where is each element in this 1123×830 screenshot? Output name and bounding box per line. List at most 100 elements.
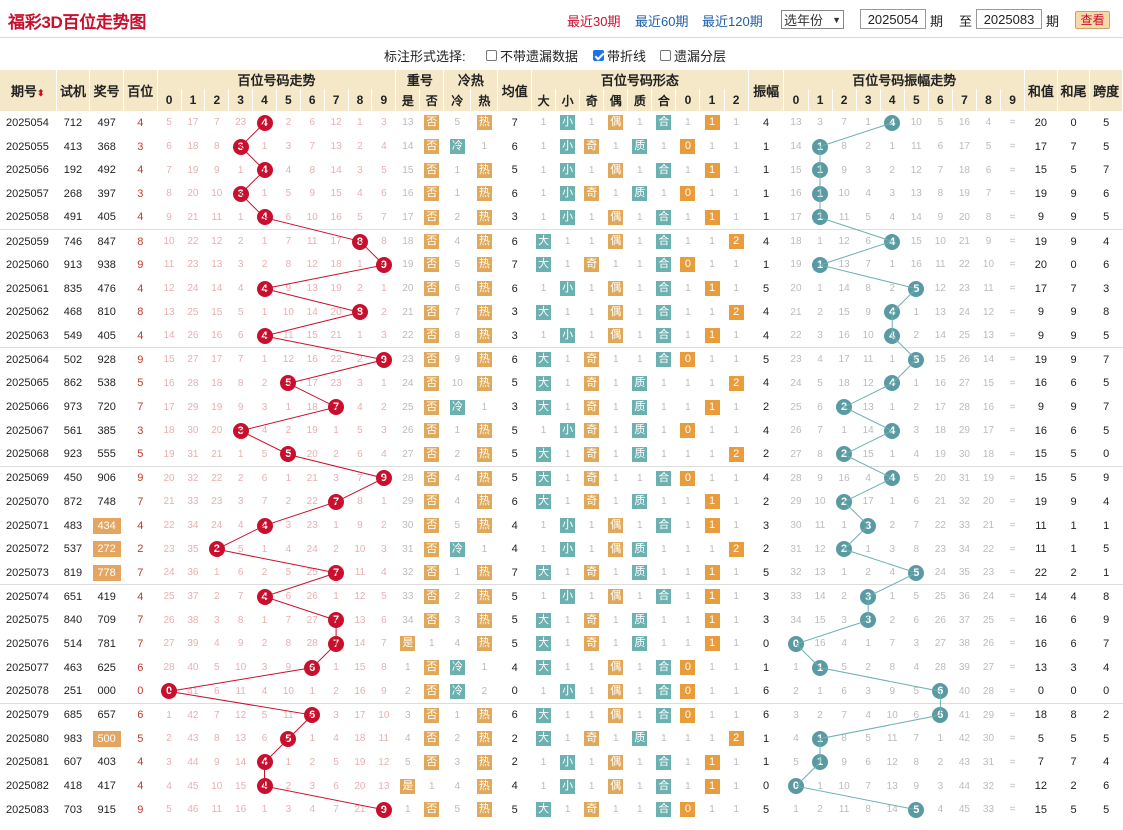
- trend-hit-cell: 7: [324, 561, 348, 585]
- nav-last-120[interactable]: 最近120期: [702, 14, 763, 29]
- bai-cell: 6: [137, 661, 144, 674]
- col-junzhi: 均值: [497, 70, 533, 111]
- hewei-cell: 5: [1070, 164, 1077, 177]
- year-select[interactable]: 选年份 ▼: [781, 10, 844, 29]
- ji-cell: 奇: [579, 347, 604, 372]
- hezhi-cell: 15: [1034, 803, 1048, 816]
- trend-miss-cell: 9: [166, 211, 172, 223]
- ou-cell-tag: 偶: [608, 707, 624, 723]
- re-cell-tag: 热: [476, 707, 492, 723]
- zf-miss-cell: =: [1009, 448, 1016, 460]
- zhi-cell: 1: [627, 702, 652, 727]
- zf-miss-cell: 1: [808, 228, 833, 254]
- col-issue[interactable]: 期号⬍: [0, 70, 57, 111]
- trend-ball: 0: [161, 683, 178, 700]
- checkbox-icon[interactable]: [660, 50, 671, 61]
- header-leng: 冷: [443, 89, 472, 111]
- he-cell-tag: 合: [656, 209, 672, 225]
- trend-hit-cell: 4: [253, 206, 277, 230]
- chonghao-no: 否: [420, 395, 444, 419]
- table-row: 2025077 463 625 6 28 40 5 10 3 9 6 1 15 8 1 否冷 1 4 大 1 1 偶 1 合 0…: [0, 656, 1123, 680]
- road-miss-cell: 1: [685, 117, 691, 129]
- option-lines[interactable]: 带折线: [593, 46, 646, 65]
- road-cell-tag: 2: [728, 234, 744, 250]
- zf-miss-cell: 10: [910, 117, 922, 129]
- hezhi-cell: 9: [1037, 211, 1044, 224]
- option-layer[interactable]: 遗漏分层: [660, 46, 726, 65]
- re-cell: 热: [471, 798, 498, 822]
- trend-miss-cell: 10: [211, 780, 223, 792]
- zf-miss-cell: 35: [958, 567, 970, 579]
- road-miss-cell: 1: [724, 702, 749, 727]
- da-cell: 1: [540, 425, 547, 437]
- ji-cell-tag: 奇: [584, 470, 600, 486]
- zf-miss-cell: 33: [958, 520, 970, 532]
- trend-hit-cell: 3: [229, 419, 253, 443]
- chonghao-no: 1: [429, 780, 435, 792]
- ji-cell-tag: 奇: [584, 446, 600, 462]
- bai-cell: 4: [137, 116, 144, 129]
- zf-digit-header: 2: [832, 89, 857, 111]
- checkbox-icon[interactable]: [486, 50, 497, 61]
- trend-miss-cell: 4: [214, 638, 220, 650]
- ji-cell-tag: 奇: [584, 375, 600, 391]
- from-issue-input[interactable]: [860, 9, 926, 29]
- jianghao-cell: 720: [97, 401, 116, 414]
- trend-miss-cell: 1: [333, 662, 339, 674]
- da-cell-tag: 大: [536, 636, 552, 652]
- hewei-cell: 5: [1070, 803, 1077, 816]
- hezhi-cell: 20: [1034, 258, 1048, 271]
- zf-digit-header: 9: [1000, 89, 1026, 111]
- zf-ball: 4: [884, 422, 901, 439]
- chonghao-no-tag: 否: [424, 683, 440, 699]
- sort-icon[interactable]: ⬍: [37, 88, 45, 98]
- zhenfu-cell: 2: [763, 401, 770, 414]
- jianghao-cell: 397: [97, 187, 116, 200]
- jianghao-cell: 000: [97, 685, 116, 698]
- road-miss-cell: 1: [699, 702, 725, 727]
- issue-cell: 2025075: [6, 614, 49, 627]
- trend-miss-cell: 16: [163, 377, 175, 389]
- zf-miss-cell: 25: [958, 330, 970, 342]
- zf-miss-cell: 6: [841, 685, 847, 697]
- zf-miss-cell: 16: [982, 401, 995, 413]
- zf-ball: 4: [884, 233, 901, 250]
- trend-ball: 5: [280, 446, 297, 463]
- zf-miss-cell: 9: [841, 164, 847, 176]
- zf-miss-cell: 11: [814, 520, 826, 532]
- trend-miss-cell: 14: [163, 330, 175, 342]
- zf-miss-cell: 8: [913, 756, 920, 768]
- zf-miss-cell: =: [1009, 401, 1016, 413]
- xiao-cell: 1: [555, 465, 580, 490]
- ji-cell: 1: [588, 330, 595, 342]
- zf-miss-cell: =: [1009, 614, 1016, 626]
- ou-cell: 偶: [604, 680, 628, 704]
- re-cell-tag: 热: [476, 352, 492, 368]
- trend-miss-cell: 7: [214, 117, 220, 129]
- re-cell-tag: 热: [476, 518, 492, 534]
- trend-hit-cell: 6: [300, 656, 324, 680]
- junzhi-cell: 6: [497, 228, 532, 254]
- trend-miss-cell: 1: [285, 756, 292, 768]
- query-button[interactable]: 查看: [1075, 11, 1110, 29]
- zf-miss-cell: 2: [832, 584, 857, 609]
- re-cell-tag: 热: [476, 802, 492, 818]
- nav-last-60[interactable]: 最近60期: [635, 14, 689, 29]
- ou-cell-tag: 偶: [608, 304, 624, 320]
- trend-hit-cell: 8: [348, 301, 372, 325]
- zf-hit-cell: 1: [808, 253, 832, 277]
- road-cell-tag: 1: [704, 328, 720, 344]
- nav-last-30[interactable]: 最近30期: [567, 14, 621, 29]
- chonghao-yes-miss: 1: [405, 662, 411, 674]
- zf-miss-cell: 11: [856, 347, 881, 372]
- trend-miss-cell: 5: [371, 584, 396, 609]
- da-cell: 大: [532, 608, 556, 632]
- trend-miss-cell: 5: [381, 164, 387, 176]
- option-no-miss[interactable]: 不带遗漏数据: [486, 46, 578, 65]
- trend-miss-cell: 17: [306, 377, 318, 389]
- zhi-cell-tag: 质: [632, 186, 648, 202]
- to-issue-input[interactable]: [976, 9, 1042, 29]
- checkbox-checked-icon[interactable]: [593, 50, 604, 61]
- trend-hit-cell: 4: [253, 111, 277, 135]
- zhi-cell: 质: [628, 632, 652, 656]
